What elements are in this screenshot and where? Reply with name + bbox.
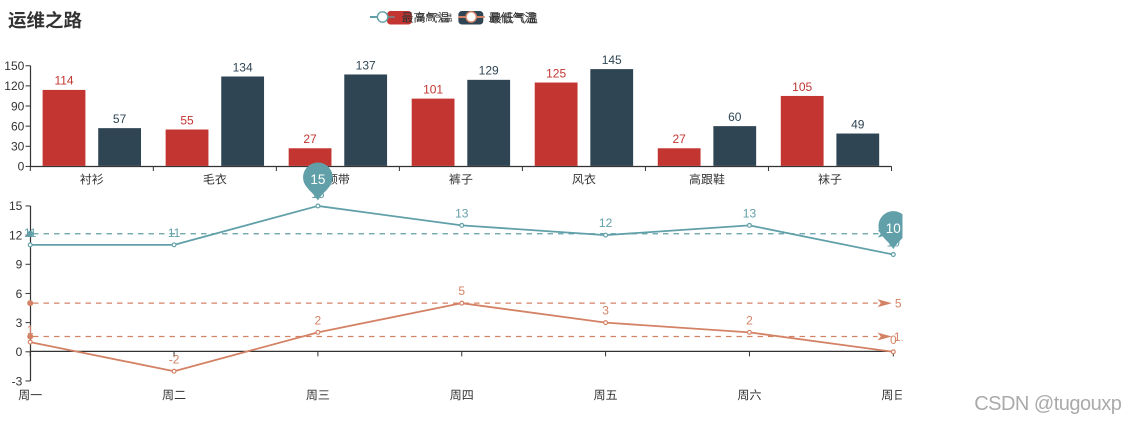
svg-text:0: 0 (18, 160, 25, 174)
svg-text:15: 15 (310, 172, 325, 187)
svg-text:1: 1 (27, 323, 34, 337)
svg-text:137: 137 (356, 58, 376, 72)
svg-text:60: 60 (11, 119, 25, 133)
svg-text:60: 60 (728, 110, 742, 124)
svg-text:105: 105 (792, 80, 812, 94)
svg-text:11: 11 (24, 226, 37, 240)
svg-text:11: 11 (168, 226, 181, 240)
svg-text:49: 49 (851, 117, 865, 131)
svg-text:145: 145 (602, 53, 622, 67)
svg-text:125: 125 (546, 66, 566, 80)
svg-text:5: 5 (458, 284, 465, 298)
svg-text:13: 13 (743, 206, 757, 220)
svg-text:27: 27 (672, 132, 686, 146)
svg-text:114: 114 (54, 74, 73, 88)
svg-text:9: 9 (16, 258, 23, 272)
svg-text:90: 90 (11, 99, 25, 113)
svg-text:12: 12 (599, 216, 613, 230)
svg-text:27: 27 (303, 132, 317, 146)
svg-text:2: 2 (315, 313, 322, 327)
svg-text:13: 13 (455, 206, 469, 220)
svg-text:CSDN @tugouxp: CSDN @tugouxp (974, 393, 1122, 415)
svg-text:2: 2 (746, 313, 753, 327)
svg-text:134: 134 (233, 60, 253, 74)
svg-text:120: 120 (4, 79, 24, 93)
svg-text:30: 30 (11, 140, 25, 154)
svg-text:129: 129 (479, 64, 499, 78)
svg-text:55: 55 (180, 113, 194, 127)
svg-text:0: 0 (890, 333, 897, 347)
svg-text:-3: -3 (12, 374, 23, 388)
svg-text:-2: -2 (169, 352, 180, 366)
svg-text:15: 15 (9, 199, 23, 213)
svg-text:3: 3 (16, 316, 23, 330)
svg-text:10: 10 (886, 221, 901, 236)
svg-text:1.57: 1.57 (894, 330, 918, 344)
svg-text:6: 6 (16, 287, 23, 301)
svg-text:5: 5 (895, 296, 902, 310)
svg-text:101: 101 (423, 82, 443, 96)
svg-text:12: 12 (9, 228, 23, 242)
svg-text:150: 150 (4, 59, 24, 73)
svg-text:0: 0 (16, 345, 23, 359)
svg-text:57: 57 (113, 112, 127, 126)
svg-text:3: 3 (602, 304, 609, 318)
